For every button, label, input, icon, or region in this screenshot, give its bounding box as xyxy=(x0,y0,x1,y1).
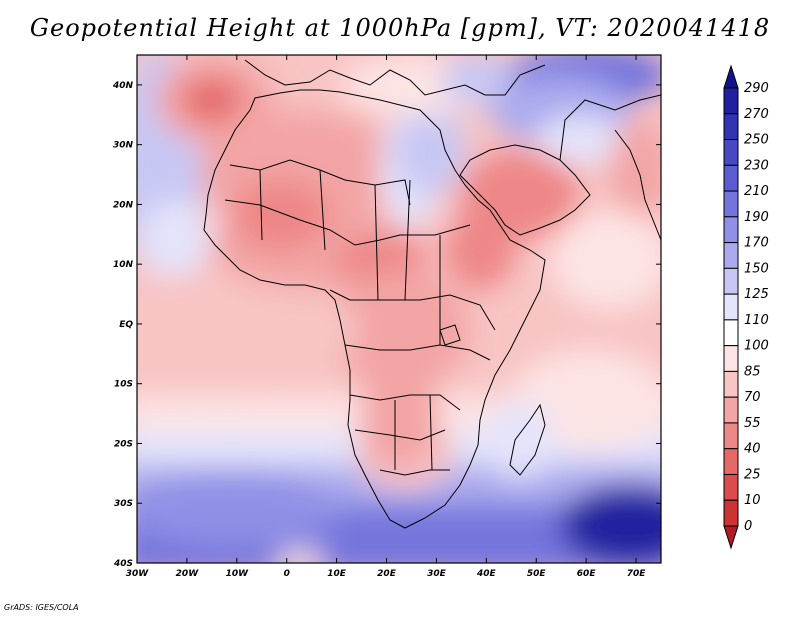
africa-coastline xyxy=(203,89,546,529)
colorbar: 2902702502302101901701501251101008570554… xyxy=(723,64,769,550)
x-axis: 30W 20W 10W 0 10E 20E 30E 40E 50E 60E 70E xyxy=(126,55,646,579)
colorbar-box xyxy=(723,293,739,321)
plot-area xyxy=(137,55,661,563)
india-coastline xyxy=(614,129,661,241)
colorbar-box xyxy=(723,473,739,501)
colorbar-label: 270 xyxy=(744,107,769,122)
colorbar-label: 230 xyxy=(744,158,769,173)
border-7 xyxy=(379,469,450,476)
colorbar-label: 125 xyxy=(744,287,769,302)
x-tick-label: 20W xyxy=(176,569,200,579)
colorbar-box xyxy=(723,216,739,244)
x-tick-label: 40E xyxy=(476,569,497,579)
border-2 xyxy=(224,199,471,246)
border-9 xyxy=(394,394,433,471)
x-tick-label: 20E xyxy=(377,569,397,579)
patch-arabian-sea xyxy=(550,210,661,310)
colorbar-label: 290 xyxy=(744,81,769,96)
y-tick-label: 10S xyxy=(114,380,133,390)
colorbar-label: 100 xyxy=(744,339,769,354)
colorbar-box xyxy=(723,499,739,527)
colorbar-label: 250 xyxy=(744,133,769,148)
patch-cape-low xyxy=(275,550,325,563)
y-tick-label: 20N xyxy=(113,200,134,210)
colorbar-box xyxy=(723,396,739,424)
y-tick-label: 40N xyxy=(112,81,134,91)
colorbar-label: 85 xyxy=(744,364,761,379)
x-tick-label: 10E xyxy=(327,569,347,579)
colorbar-box xyxy=(723,242,739,269)
border-8 xyxy=(259,169,441,345)
border-10 xyxy=(559,94,661,161)
colorbar-label: 55 xyxy=(744,416,761,431)
patch-iran xyxy=(535,115,625,165)
colorbar-bottom-triangle xyxy=(723,525,739,550)
field-patches xyxy=(137,55,661,563)
y-tick-label: EQ xyxy=(119,320,133,330)
patch-arabia xyxy=(460,150,580,240)
y-tick-label: 30N xyxy=(113,141,134,151)
colorbar-label: 10 xyxy=(744,493,761,508)
colorbar-box xyxy=(723,345,739,372)
colorbar-label: 190 xyxy=(744,210,769,225)
lake-victoria xyxy=(439,324,461,346)
patch-sw-indian-high xyxy=(560,485,661,563)
patch-sahara-core xyxy=(230,180,330,250)
patch-india xyxy=(610,120,661,220)
footer-credit: GrADS: IGES/COLA xyxy=(4,603,79,612)
colorbar-box xyxy=(723,113,739,141)
x-tick-label: 0 xyxy=(284,569,290,579)
patch-w-atlantic-2 xyxy=(140,200,210,280)
colorbar-label: 70 xyxy=(744,390,761,405)
y-axis: 40N 30N 20N 10N EQ 10S 20S 30S 40S xyxy=(112,81,661,569)
colorbar-box xyxy=(723,139,739,166)
border-5 xyxy=(349,394,461,411)
y-tick-label: 10N xyxy=(113,260,134,270)
colorbar-box xyxy=(723,190,739,218)
colorbar-box xyxy=(723,87,739,115)
y-tick-label: 30S xyxy=(114,499,133,509)
colorbar-box xyxy=(723,164,739,192)
x-tick-label: 10W xyxy=(226,569,250,579)
colorbar-box xyxy=(723,448,739,475)
colorbar-box xyxy=(723,319,739,347)
y-tick-label: 20S xyxy=(114,439,133,449)
x-tick-label: 30E xyxy=(427,569,447,579)
border-1 xyxy=(229,159,411,206)
colorbar-label: 170 xyxy=(744,236,769,251)
x-tick-label: 60E xyxy=(577,569,597,579)
x-tick-label: 70E xyxy=(627,569,647,579)
patch-s-atlantic xyxy=(137,475,340,545)
colorbar-box xyxy=(723,370,739,398)
x-tick-label: 30W xyxy=(126,569,150,579)
colorbar-box xyxy=(723,422,739,450)
x-tick-label: 50E xyxy=(527,569,547,579)
colorbar-top-triangle xyxy=(723,64,739,89)
madagascar-coastline xyxy=(509,403,546,476)
colorbar-label: 40 xyxy=(744,442,761,457)
border-6 xyxy=(354,429,446,441)
border-3 xyxy=(329,289,496,331)
colorbar-label: 0 xyxy=(744,519,752,534)
border-4 xyxy=(344,344,491,361)
europe-coastline xyxy=(244,59,546,96)
arabia-coastline xyxy=(459,144,591,236)
map-lines xyxy=(203,59,661,529)
colorbar-label: 25 xyxy=(744,467,761,482)
colorbar-label: 210 xyxy=(744,184,769,199)
patch-madagascar xyxy=(485,400,555,480)
patch-central-atlantic xyxy=(140,270,260,390)
colorbar-label: 150 xyxy=(744,261,769,276)
chart-title: Geopotential Height at 1000hPa [gpm], VT… xyxy=(29,14,771,42)
patch-egypt-blue xyxy=(395,105,465,195)
patch-azores-2 xyxy=(182,78,242,122)
colorbar-box xyxy=(723,267,739,295)
colorbar-label: 110 xyxy=(744,313,769,328)
y-tick-label: 40S xyxy=(113,559,133,569)
plot-frame xyxy=(136,54,662,564)
